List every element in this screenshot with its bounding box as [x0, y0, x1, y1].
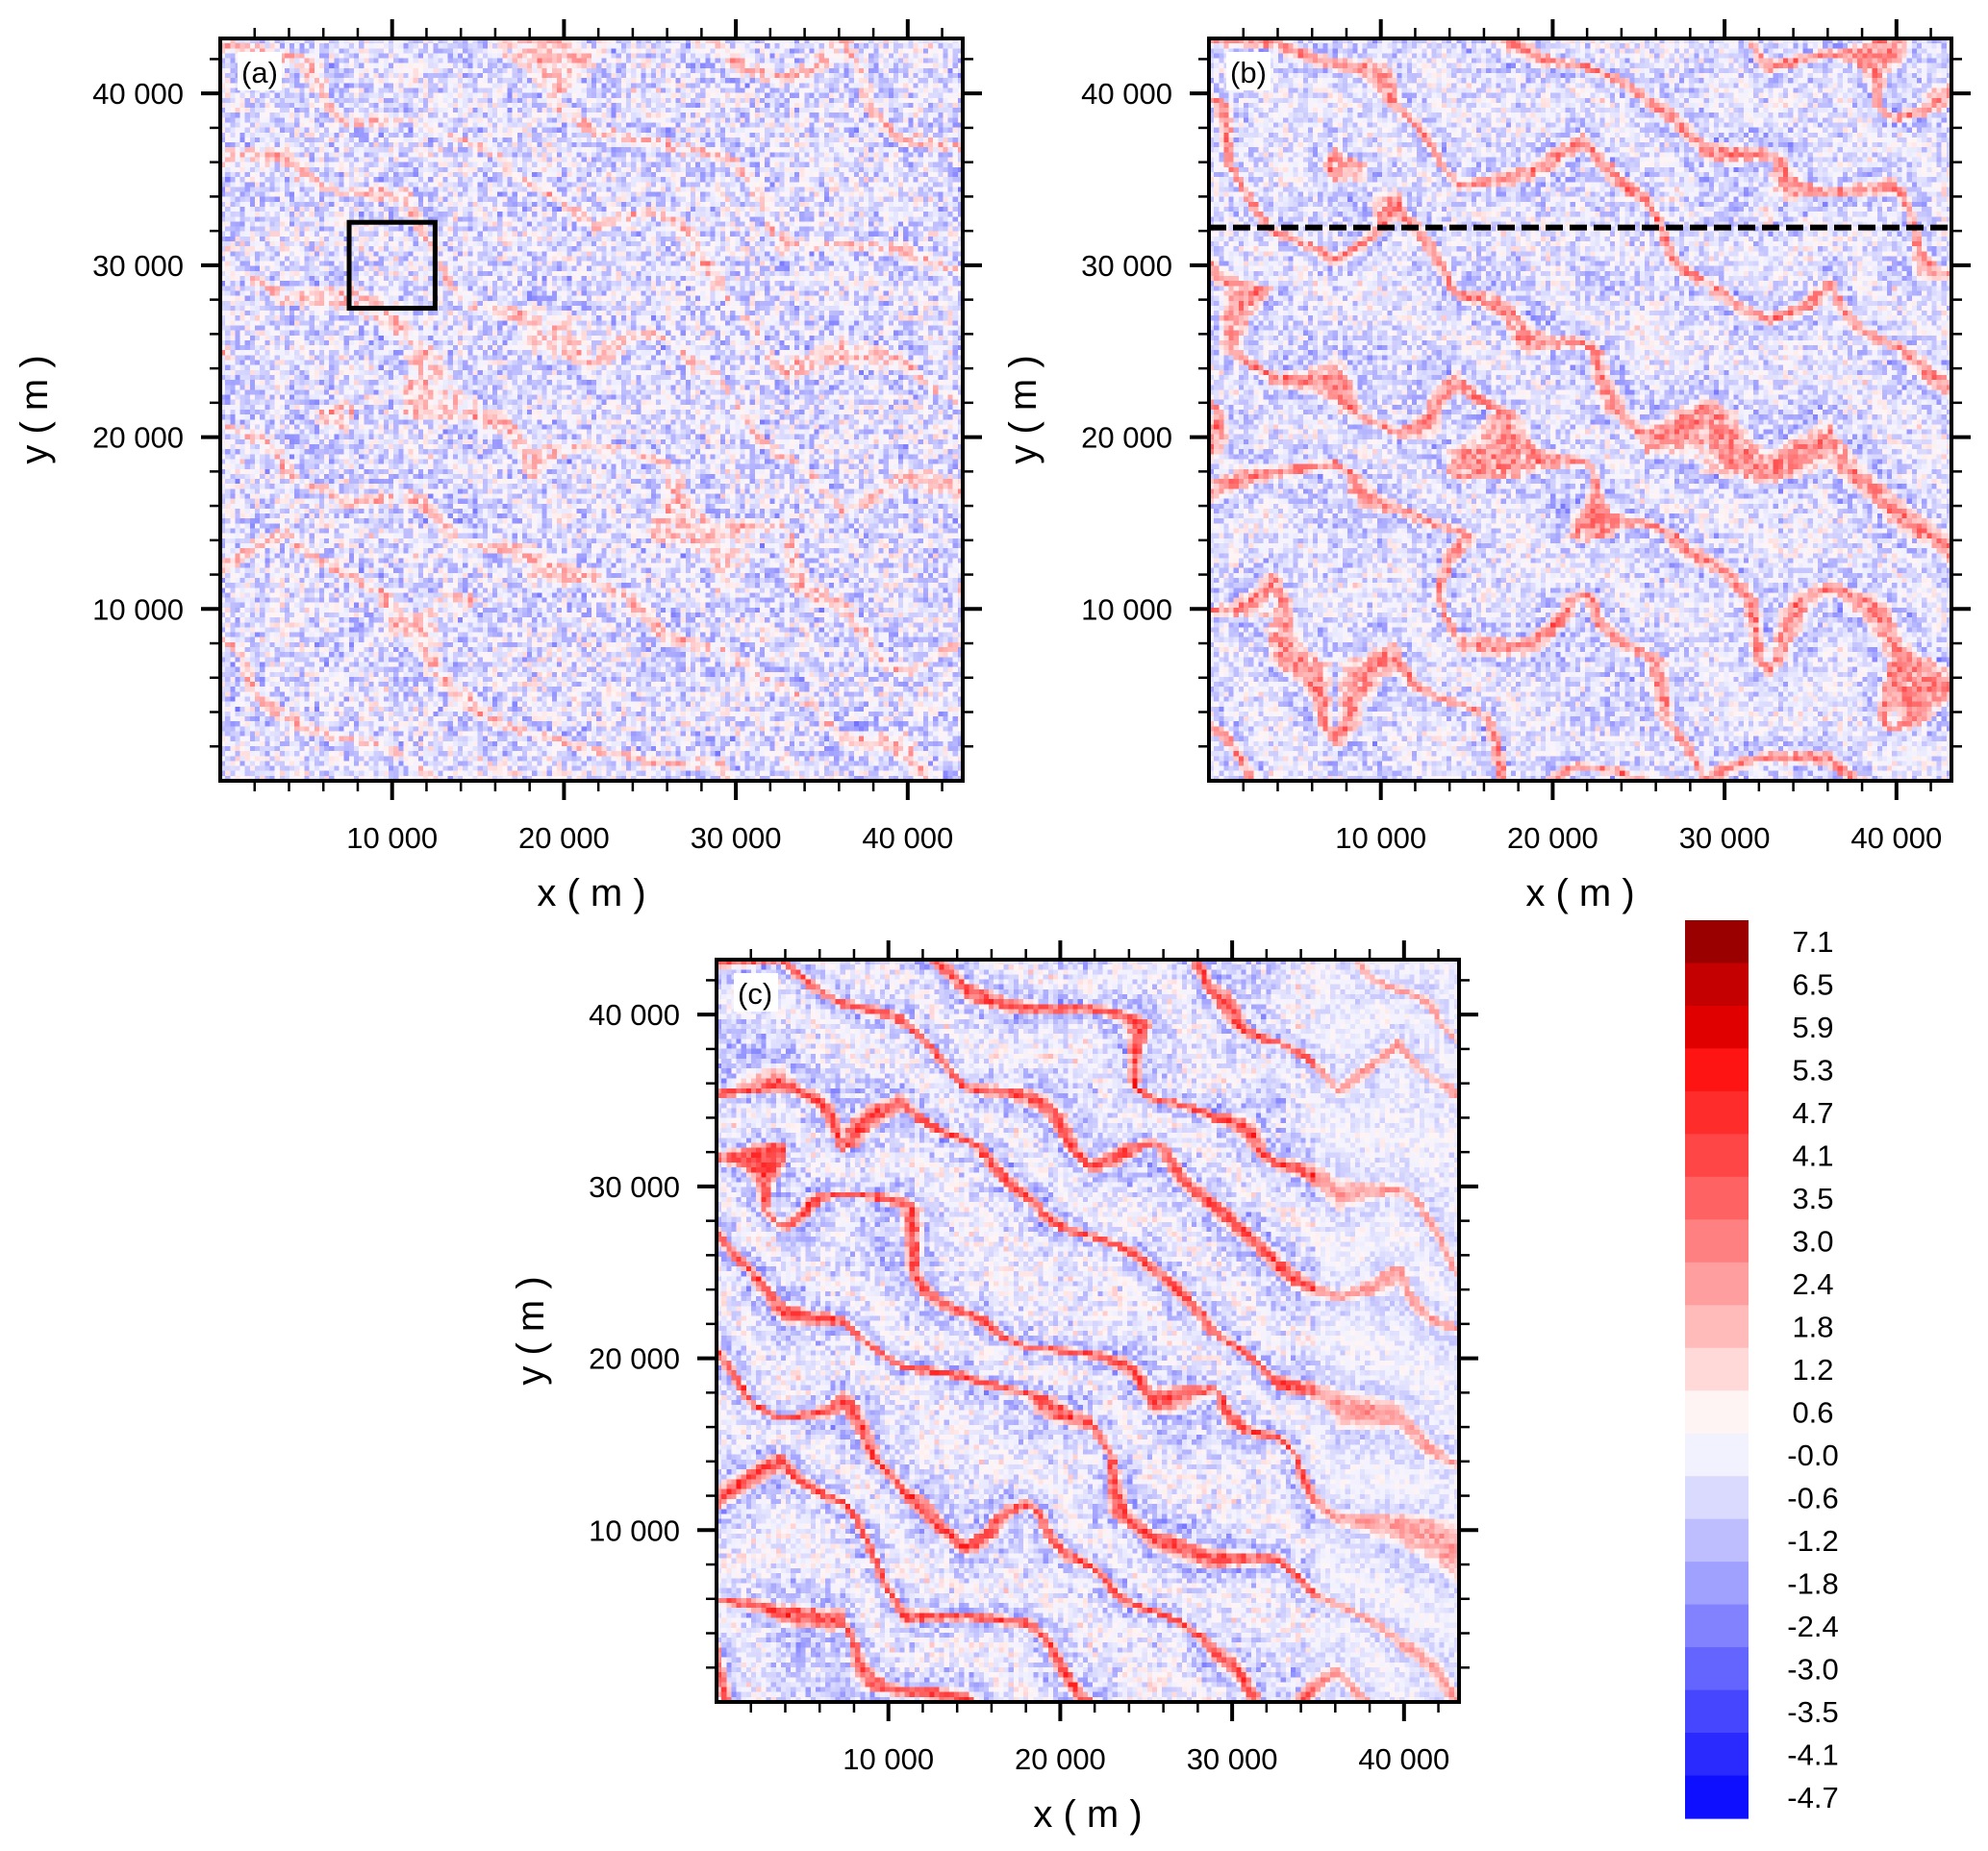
colorbar-label: 0.6 — [1792, 1395, 1833, 1429]
x-tick-label: 30 000 — [691, 821, 782, 855]
colorbar-label: -0.6 — [1787, 1481, 1838, 1514]
zoom-region-box — [346, 219, 438, 312]
x-tick-label: 20 000 — [1507, 821, 1598, 855]
colorbar-label: 7.1 — [1792, 925, 1833, 959]
colorbar-band — [1685, 1604, 1749, 1648]
x-axis-title: x ( m ) — [1033, 1793, 1142, 1836]
heatmap-panel-b — [1209, 38, 1951, 781]
colorbar-band — [1685, 1733, 1749, 1777]
panel-label: (a) — [241, 56, 278, 89]
colorbar-band — [1685, 1176, 1749, 1220]
y-tick-label: 30 000 — [589, 1170, 680, 1204]
colorbar-band — [1685, 1476, 1749, 1520]
y-tick-label: 10 000 — [92, 592, 184, 626]
colorbar-label: -1.8 — [1787, 1566, 1838, 1600]
x-tick-label: 20 000 — [1015, 1742, 1106, 1776]
y-axis-title: y ( m ) — [510, 1276, 552, 1385]
x-tick-label: 40 000 — [1850, 821, 1942, 855]
colorbar-label: 4.1 — [1792, 1139, 1833, 1173]
y-tick-label: 30 000 — [92, 249, 184, 283]
colorbar-label: -0.0 — [1787, 1438, 1838, 1472]
colorbar-band — [1685, 1134, 1749, 1178]
y-tick-label: 20 000 — [1081, 421, 1172, 455]
heatmap-panel-c — [717, 960, 1459, 1702]
plot-frame — [715, 958, 1461, 1704]
panel-label: (b) — [1230, 56, 1267, 89]
colorbar-label: -4.1 — [1787, 1738, 1838, 1771]
colorbar-label: 3.5 — [1792, 1182, 1833, 1215]
colorbar-band — [1685, 1262, 1749, 1306]
colorbar-band — [1685, 1775, 1749, 1819]
colorbar-band — [1685, 1518, 1749, 1563]
plot-frame — [1207, 37, 1953, 783]
colorbar-label: 6.5 — [1792, 968, 1833, 1002]
colorbar-band — [1685, 1689, 1749, 1734]
colorbar-label: 5.9 — [1792, 1011, 1833, 1044]
colorbar-label: -1.2 — [1787, 1524, 1838, 1558]
colorbar-band — [1685, 920, 1749, 964]
panel-label: (c) — [738, 977, 772, 1011]
y-tick-label: 20 000 — [589, 1342, 680, 1376]
colorbar-label: 2.4 — [1792, 1267, 1833, 1301]
colorbar-band — [1685, 1433, 1749, 1477]
y-axis-title: y ( m ) — [1002, 355, 1044, 463]
colorbar-label: 5.3 — [1792, 1054, 1833, 1088]
panel-label-background — [734, 973, 778, 1012]
colorbar-label: -2.4 — [1787, 1610, 1838, 1643]
y-tick-label: 40 000 — [1081, 77, 1172, 111]
y-tick-label: 10 000 — [589, 1513, 680, 1547]
x-tick-label: 10 000 — [346, 821, 438, 855]
x-tick-label: 40 000 — [1358, 1742, 1449, 1776]
colorbar-band — [1685, 963, 1749, 1007]
colorbar-band — [1685, 1390, 1749, 1435]
colorbar-label: 4.7 — [1792, 1096, 1833, 1130]
y-tick-label: 40 000 — [589, 998, 680, 1032]
x-axis-title: x ( m ) — [537, 872, 645, 914]
colorbar-band — [1685, 1647, 1749, 1691]
colorbar-label: 1.8 — [1792, 1311, 1833, 1344]
colorbar-band — [1685, 1305, 1749, 1349]
x-tick-label: 20 000 — [518, 821, 610, 855]
colorbar-band — [1685, 1005, 1749, 1050]
colorbar-band — [1685, 1219, 1749, 1263]
colorbar-band — [1685, 1048, 1749, 1092]
panel-label-background — [238, 52, 282, 90]
x-tick-label: 40 000 — [862, 821, 953, 855]
x-tick-label: 30 000 — [1679, 821, 1771, 855]
y-tick-label: 40 000 — [92, 77, 184, 111]
panel-label-background — [1226, 52, 1271, 90]
y-tick-label: 20 000 — [92, 421, 184, 455]
colorbar-band — [1685, 1090, 1749, 1135]
x-tick-label: 30 000 — [1187, 1742, 1278, 1776]
heatmap-panel-a — [220, 38, 963, 781]
y-tick-label: 10 000 — [1081, 592, 1172, 626]
y-axis-title: y ( m ) — [13, 355, 56, 463]
colorbar-label: -3.0 — [1787, 1652, 1838, 1686]
colorbar-label: -3.5 — [1787, 1695, 1838, 1729]
colorbar-label: 3.0 — [1792, 1225, 1833, 1259]
x-tick-label: 10 000 — [1335, 821, 1426, 855]
colorbar-band — [1685, 1562, 1749, 1606]
colorbar-band — [1685, 1347, 1749, 1391]
colorbar-label: -4.7 — [1787, 1781, 1838, 1814]
x-tick-label: 10 000 — [843, 1742, 934, 1776]
plot-frame — [218, 37, 965, 783]
y-tick-label: 30 000 — [1081, 249, 1172, 283]
x-axis-title: x ( m ) — [1525, 872, 1634, 914]
colorbar-label: 1.2 — [1792, 1353, 1833, 1387]
